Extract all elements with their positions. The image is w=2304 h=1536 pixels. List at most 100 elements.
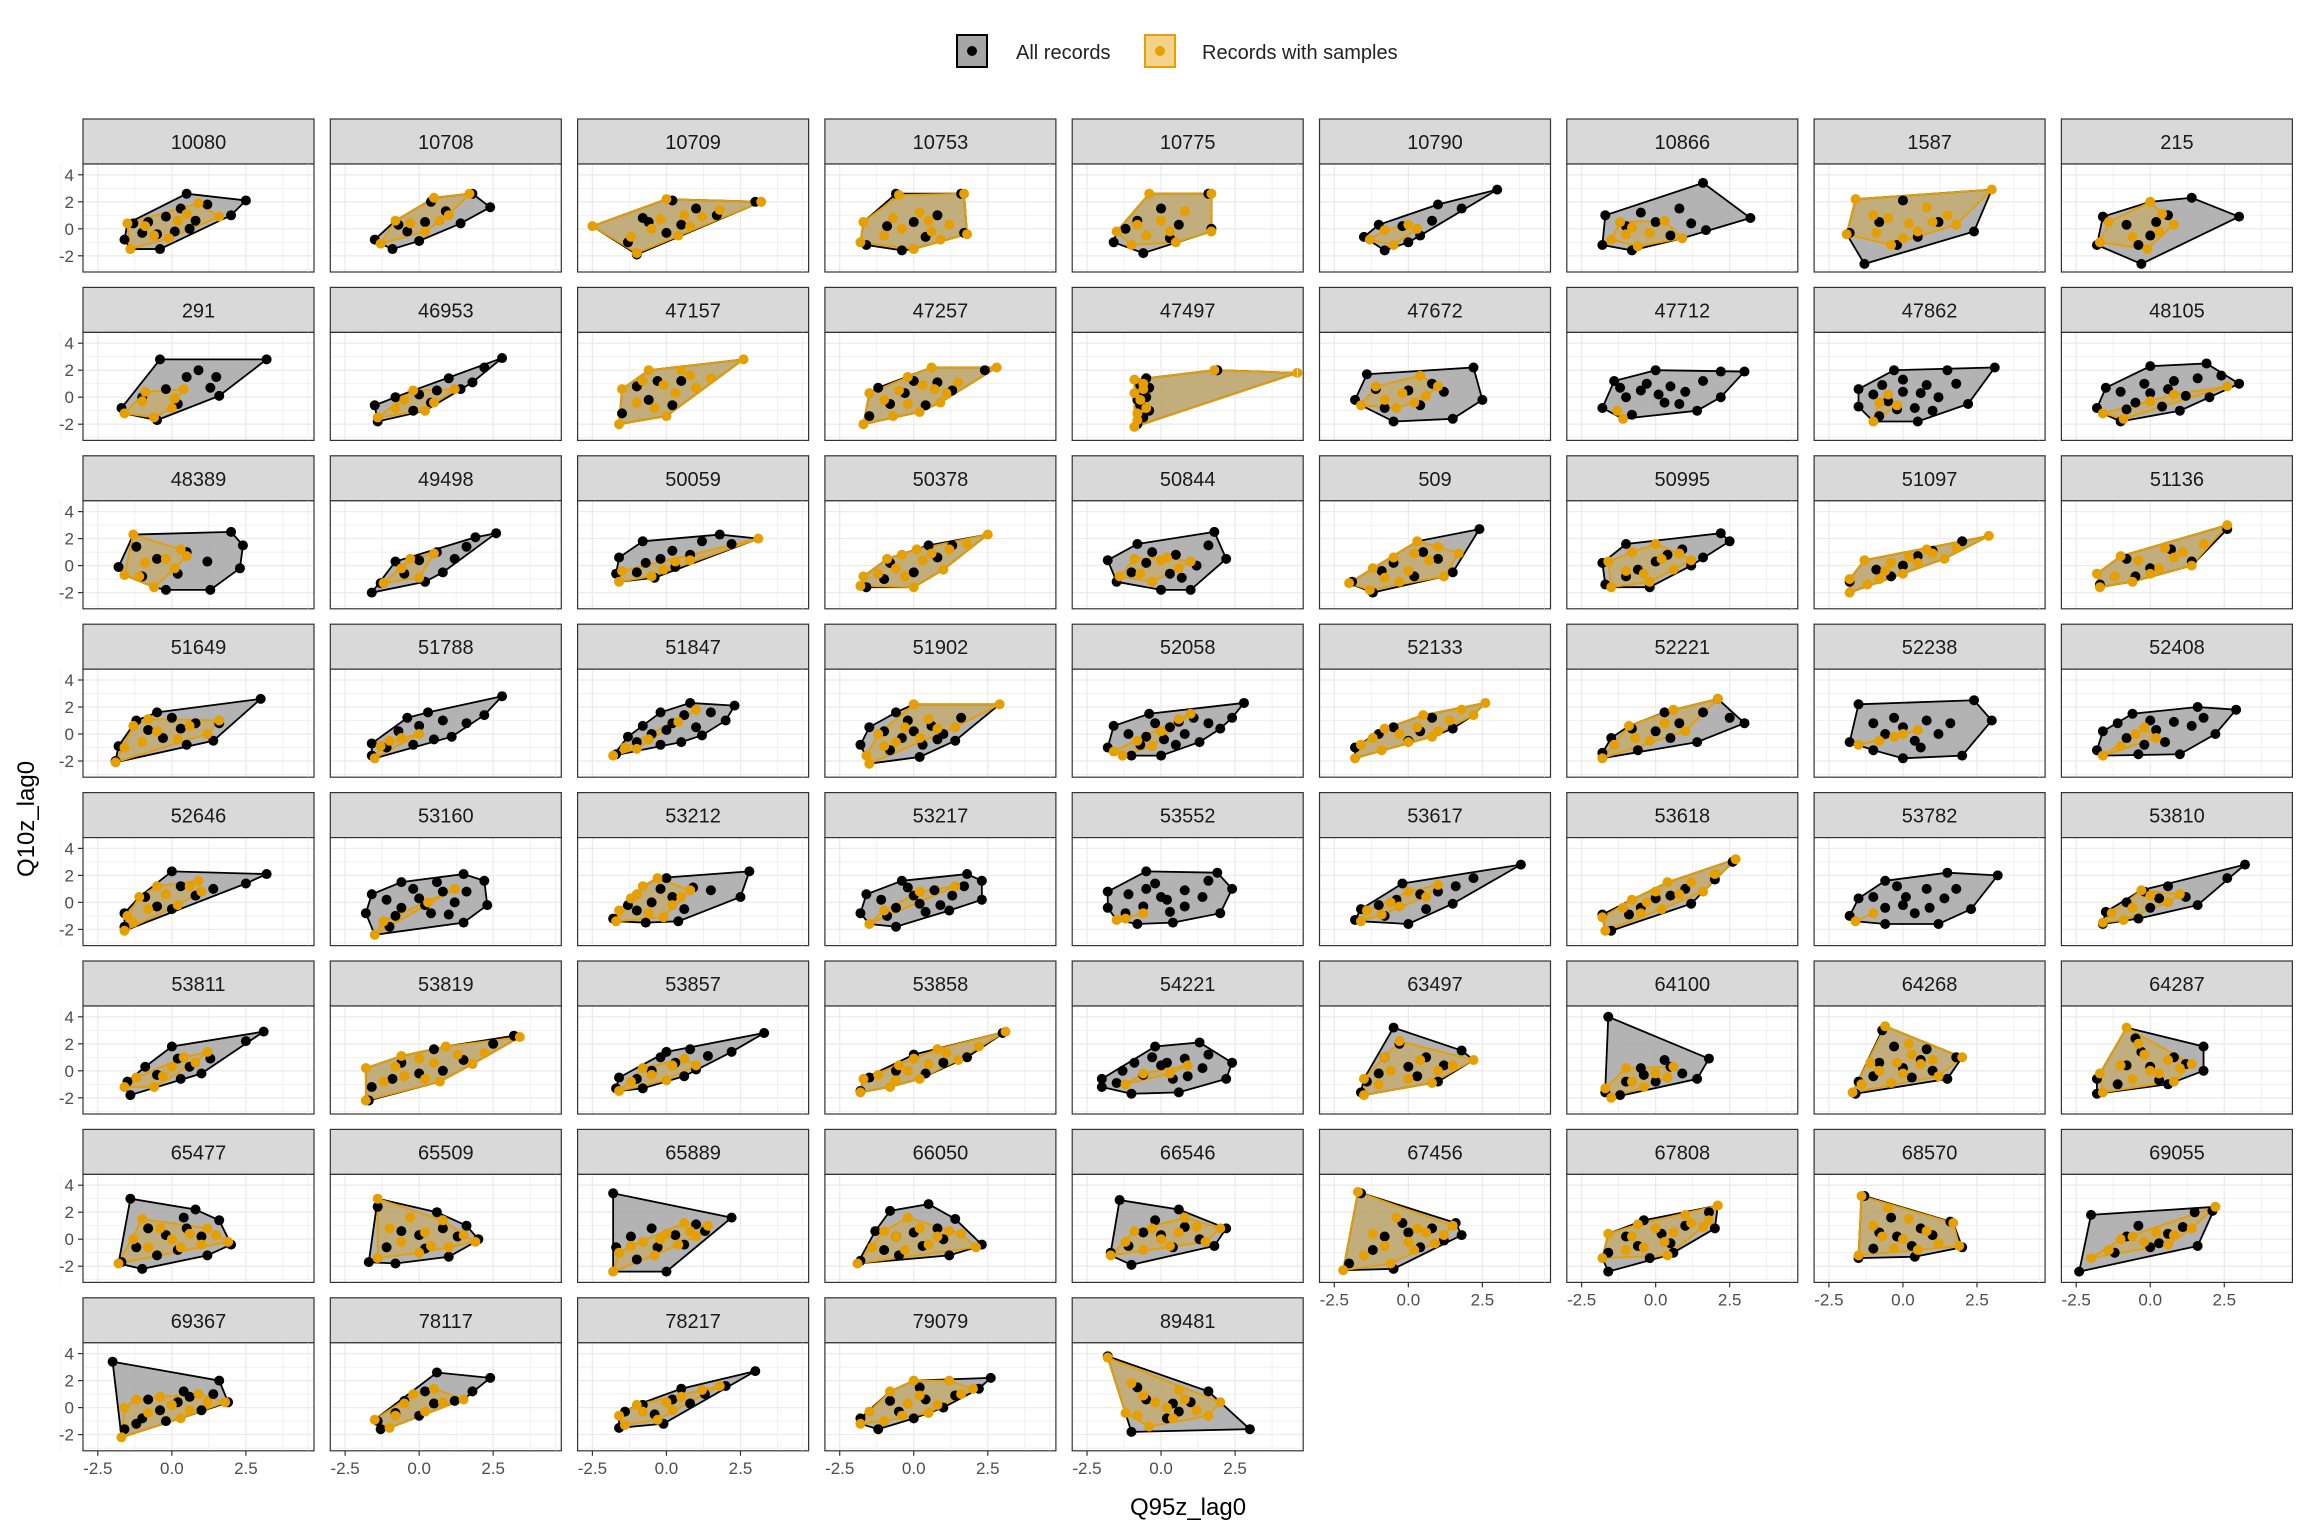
point-records-with-samples — [637, 1063, 648, 1074]
point-records-with-samples — [855, 1087, 866, 1098]
point-records-with-samples — [2157, 208, 2168, 219]
y-tick-label: 4 — [65, 1345, 74, 1364]
facet-strip-label: 52408 — [2149, 637, 2205, 659]
point-records-with-samples — [2163, 897, 2174, 908]
point-records-with-samples — [202, 1397, 213, 1408]
point-all-records — [202, 556, 213, 567]
point-all-records — [2133, 749, 2144, 760]
panel-border — [576, 668, 810, 778]
point-records-with-samples — [1161, 1402, 1172, 1413]
point-records-with-samples — [375, 741, 386, 752]
point-all-records — [1853, 384, 1864, 395]
facet-panel: 47712 — [1544, 286, 1799, 441]
point-all-records — [2160, 737, 2171, 748]
point-records-with-samples — [1897, 233, 1908, 244]
point-all-records — [1680, 386, 1691, 397]
point-all-records — [2192, 1240, 2203, 1251]
point-all-records — [390, 556, 401, 567]
point-records-with-samples — [1102, 1352, 1113, 1363]
point-all-records — [155, 354, 165, 365]
point-all-records — [861, 889, 872, 900]
point-all-records — [1403, 919, 1414, 929]
point-all-records — [1939, 893, 1950, 904]
point-records-with-samples — [1641, 897, 1652, 908]
point-records-with-samples — [1644, 735, 1655, 746]
point-records-with-samples — [1191, 1222, 1202, 1233]
point-all-records — [1173, 1406, 1184, 1417]
point-all-records — [646, 897, 657, 908]
point-all-records — [1203, 875, 1214, 886]
point-records-with-samples — [157, 1071, 168, 1082]
facet-panel: 10708 — [307, 118, 562, 273]
point-all-records — [1447, 723, 1458, 734]
point-records-with-samples — [1129, 553, 1140, 564]
point-all-records — [1986, 715, 1997, 726]
point-records-with-samples — [1897, 568, 1908, 579]
point-all-records — [2145, 715, 2156, 726]
point-records-with-samples — [923, 714, 934, 725]
point-records-with-samples — [1138, 378, 1149, 389]
point-all-records — [1969, 226, 1980, 237]
point-records-with-samples — [879, 1416, 890, 1427]
point-records-with-samples — [2139, 1236, 2150, 1247]
point-all-records — [1221, 553, 1232, 564]
point-records-with-samples — [1412, 536, 1423, 547]
facet-panel: 10709 — [555, 118, 810, 273]
point-all-records — [461, 718, 472, 729]
point-records-with-samples — [1897, 1068, 1908, 1079]
point-records-with-samples — [867, 1242, 878, 1253]
point-all-records — [449, 1395, 460, 1406]
y-tick-label: -2 — [59, 415, 74, 434]
point-records-with-samples — [661, 1075, 672, 1086]
point-records-with-samples — [1629, 733, 1640, 744]
facet-strip — [82, 286, 315, 333]
facet-panel: 64287 — [2038, 960, 2293, 1115]
point-all-records — [1739, 718, 1750, 729]
point-all-records — [1703, 1207, 1714, 1218]
point-all-records — [467, 377, 478, 388]
point-all-records — [1909, 908, 1920, 919]
point-records-with-samples — [458, 1230, 469, 1241]
point-records-with-samples — [128, 720, 139, 731]
panel-border — [1566, 500, 1799, 610]
point-records-with-samples — [608, 1266, 619, 1277]
point-records-with-samples — [378, 578, 389, 589]
y-tick-label: 0 — [65, 220, 74, 239]
point-records-with-samples — [1376, 909, 1387, 920]
point-records-with-samples — [587, 221, 598, 232]
x-tick-label: -2.5 — [578, 1459, 607, 1478]
point-all-records — [676, 376, 687, 386]
point-records-with-samples — [1626, 222, 1637, 233]
point-records-with-samples — [1132, 415, 1143, 426]
point-records-with-samples — [458, 1394, 469, 1405]
point-all-records — [226, 210, 237, 221]
point-records-with-samples — [172, 900, 183, 911]
point-all-records — [640, 557, 651, 568]
point-records-with-samples — [1903, 552, 1914, 563]
point-records-with-samples — [428, 548, 439, 559]
point-records-with-samples — [1603, 556, 1614, 567]
facet-strip-label: 10775 — [1160, 132, 1216, 154]
facet-strip-label: 215 — [2160, 132, 2193, 154]
point-records-with-samples — [1388, 552, 1399, 563]
y-tick-label: 2 — [65, 193, 74, 212]
point-all-records — [885, 1205, 896, 1216]
hull-records-with-samples — [1845, 188, 1995, 246]
point-all-records — [396, 1226, 407, 1237]
point-all-records — [1886, 1212, 1897, 1223]
point-all-records — [1635, 385, 1646, 396]
point-all-records — [962, 869, 973, 880]
point-records-with-samples — [2115, 551, 2126, 562]
point-all-records — [950, 1213, 961, 1224]
point-records-with-samples — [372, 1253, 383, 1264]
point-records-with-samples — [1117, 750, 1128, 761]
point-all-records — [1379, 245, 1390, 256]
point-records-with-samples — [1883, 389, 1894, 400]
point-all-records — [423, 707, 434, 718]
point-all-records — [1209, 1240, 1220, 1251]
point-records-with-samples — [437, 1215, 448, 1226]
point-records-with-samples — [2163, 1239, 2174, 1250]
point-records-with-samples — [649, 403, 660, 413]
point-all-records — [2100, 382, 2111, 393]
